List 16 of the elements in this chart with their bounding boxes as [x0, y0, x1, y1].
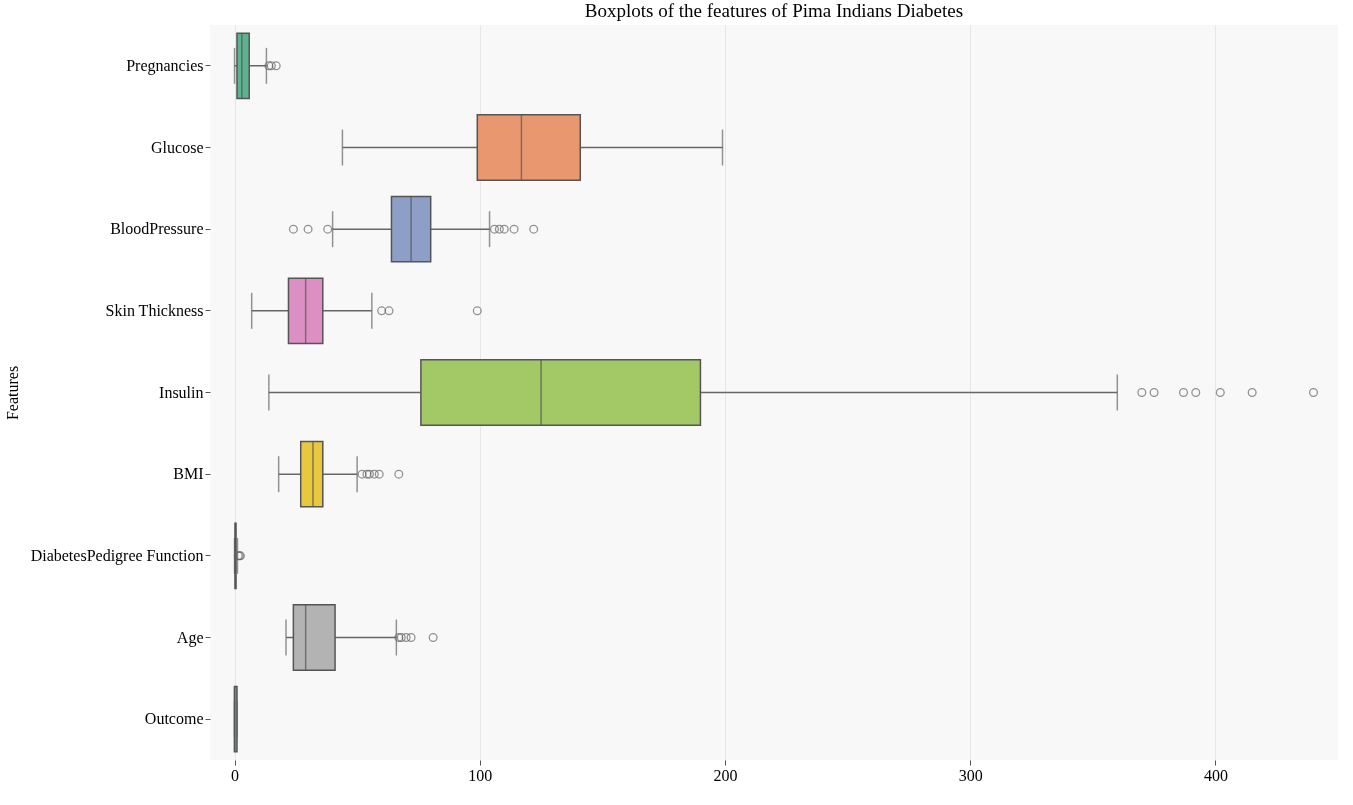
- x-tick-label: 200: [713, 766, 738, 784]
- y-tick-label: BMI: [173, 465, 204, 483]
- x-tick-label: 100: [468, 766, 493, 784]
- y-tick-label: Insulin: [159, 383, 204, 401]
- y-axis-title: Features: [3, 365, 21, 421]
- y-tick-label: Outcome: [144, 710, 204, 728]
- y-tick-label: Skin Thickness: [105, 301, 204, 319]
- x-tick-label: 300: [958, 766, 983, 784]
- chart-title: Boxplots of the features of Pima Indians Diabetes: [584, 0, 964, 21]
- y-tick-label: Pregnancies: [126, 56, 204, 75]
- x-tick-label: 400: [1203, 766, 1228, 784]
- x-tick-label: 0: [231, 766, 240, 784]
- y-tick-label: BloodPressure: [110, 220, 204, 238]
- y-tick-label: Glucose: [151, 138, 204, 156]
- y-tick-label: DiabetesPedigree Function: [30, 546, 204, 565]
- y-tick-label: Age: [176, 628, 204, 647]
